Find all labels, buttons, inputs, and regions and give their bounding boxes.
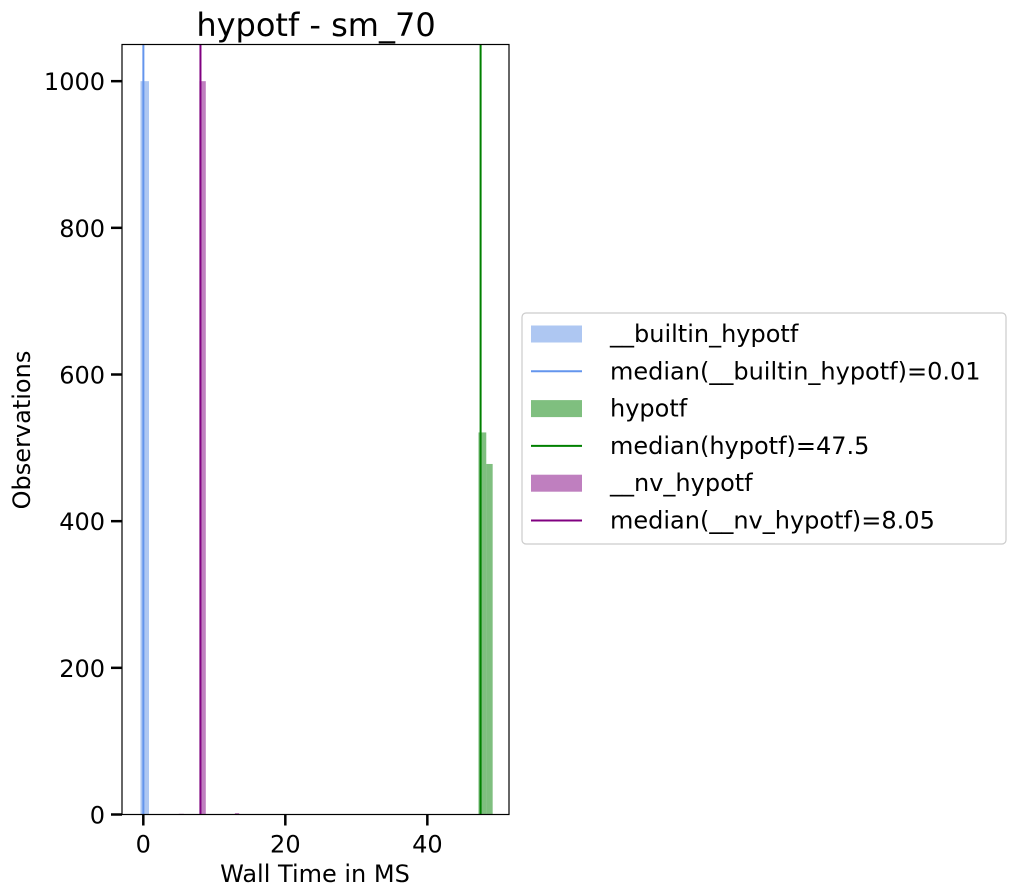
legend-label-5: median(__nv_hypotf)=8.05 bbox=[610, 507, 935, 535]
chart-title: hypotf - sm_70 bbox=[196, 6, 435, 44]
histogram-bar-1-0 bbox=[478, 432, 487, 815]
histogram-bar-1-1 bbox=[486, 463, 493, 815]
legend-box bbox=[521, 312, 1007, 545]
x-tick-label-0: 0 bbox=[136, 831, 151, 859]
legend-swatch-2 bbox=[531, 400, 582, 418]
legend-label-2: hypotf bbox=[610, 395, 688, 423]
legend-label-3: median(hypotf)=47.5 bbox=[610, 432, 869, 460]
y-tick-label-5: 1000 bbox=[44, 68, 105, 96]
x-axis-label: Wall Time in MS bbox=[220, 860, 410, 888]
plot-area bbox=[140, 44, 493, 815]
legend-label-1: median(__builtin_hypotf)=0.01 bbox=[610, 357, 981, 385]
legend-label-0: __builtin_hypotf bbox=[609, 320, 799, 348]
legend-swatch-0 bbox=[531, 325, 582, 343]
axes-frame bbox=[121, 43, 510, 816]
x-tick-label-1: 20 bbox=[270, 831, 301, 859]
x-tick-label-2: 40 bbox=[412, 831, 443, 859]
histogram-bar-2-2 bbox=[234, 813, 240, 815]
y-axis-label: Observations bbox=[8, 351, 36, 510]
y-tick-label-3: 600 bbox=[59, 362, 105, 390]
legend: __builtin_hypotf median(__builtin_hypotf)… bbox=[521, 312, 1007, 545]
legend-label-4: __nv_hypotf bbox=[609, 469, 753, 497]
histogram-bar-0-0 bbox=[140, 81, 149, 815]
legend-swatch-4 bbox=[531, 474, 582, 492]
y-tick-label-2: 400 bbox=[59, 508, 105, 536]
y-tick-label-1: 200 bbox=[59, 655, 105, 683]
y-tick-label-4: 800 bbox=[59, 215, 105, 243]
histogram-bar-2-1 bbox=[199, 81, 206, 815]
y-tick-label-0: 0 bbox=[90, 802, 105, 830]
